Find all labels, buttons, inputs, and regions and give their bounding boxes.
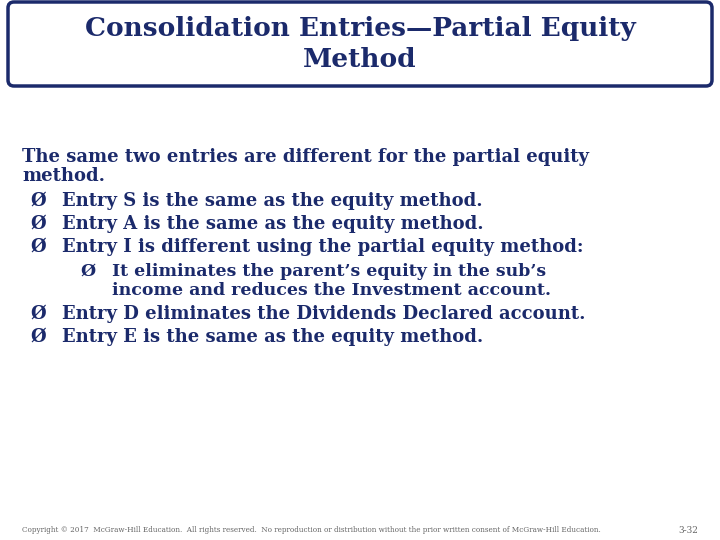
Text: income and reduces the Investment account.: income and reduces the Investment accoun… [112, 282, 551, 299]
Text: method.: method. [22, 167, 105, 185]
Text: Method: Method [303, 48, 417, 72]
Text: Entry A is the same as the equity method.: Entry A is the same as the equity method… [62, 215, 484, 233]
Text: Entry E is the same as the equity method.: Entry E is the same as the equity method… [62, 328, 483, 346]
Text: Copyright © 2017  McGraw-Hill Education.  All rights reserved.  No reproduction : Copyright © 2017 McGraw-Hill Education. … [22, 526, 600, 534]
Text: Entry S is the same as the equity method.: Entry S is the same as the equity method… [62, 192, 482, 210]
Text: Ø: Ø [30, 305, 45, 323]
Text: The same two entries are different for the partial equity: The same two entries are different for t… [22, 148, 589, 166]
Text: 3-32: 3-32 [678, 526, 698, 535]
Text: Entry I is different using the partial equity method:: Entry I is different using the partial e… [62, 238, 583, 256]
Text: Ø: Ø [80, 263, 95, 280]
Text: Entry D eliminates the Dividends Declared account.: Entry D eliminates the Dividends Declare… [62, 305, 585, 323]
Text: Ø: Ø [30, 238, 45, 256]
Text: Ø: Ø [30, 328, 45, 346]
Text: Ø: Ø [30, 215, 45, 233]
Text: Consolidation Entries—Partial Equity: Consolidation Entries—Partial Equity [85, 16, 635, 40]
Text: Ø: Ø [30, 192, 45, 210]
Text: It eliminates the parent’s equity in the sub’s: It eliminates the parent’s equity in the… [112, 263, 546, 280]
FancyBboxPatch shape [8, 2, 712, 86]
